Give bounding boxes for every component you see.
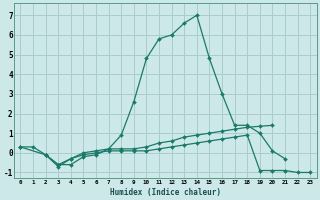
X-axis label: Humidex (Indice chaleur): Humidex (Indice chaleur) — [110, 188, 221, 197]
